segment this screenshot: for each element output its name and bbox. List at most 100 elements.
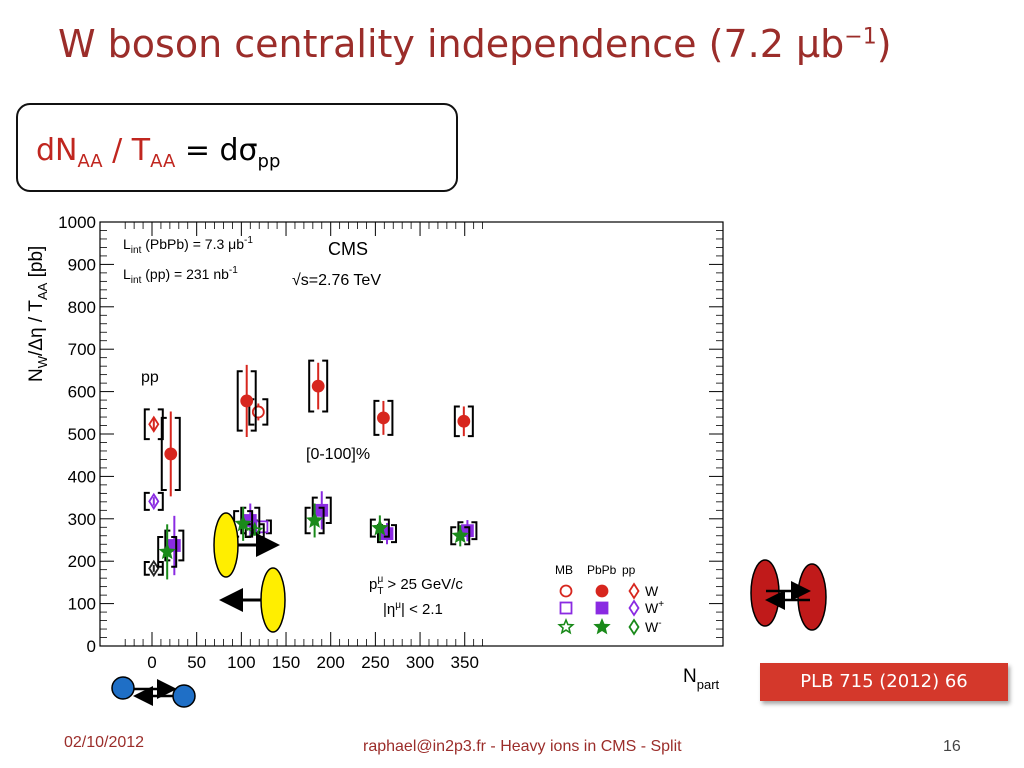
wminus-pp-marker — [628, 618, 640, 636]
syst-bracket — [236, 370, 257, 432]
x-tick-label: 250 — [361, 653, 389, 672]
y-tick-label: 900 — [68, 255, 96, 274]
wminus-pbpb-marker — [593, 617, 611, 635]
x-tick-label: 100 — [227, 653, 255, 672]
legend-row-label: W+ — [645, 599, 664, 616]
formula-slash: / T — [102, 133, 151, 168]
w-pbpb-marker — [311, 379, 325, 393]
syst-bracket — [369, 518, 390, 538]
formula-dn-text: dN — [36, 133, 78, 168]
legend-header-mb: MB — [555, 563, 573, 577]
legend-header-pbpb: PbPb — [587, 563, 617, 577]
legend-row-label: W- — [645, 618, 662, 635]
slide-title-exponent: −1 — [844, 24, 877, 50]
x-axis-title: Npart — [683, 666, 720, 692]
w-pbpb-marker — [457, 414, 471, 428]
w-mb-marker — [559, 584, 573, 598]
w-pbpb-marker — [377, 411, 390, 425]
w-boson-chart: 0 100 200 300 400 500 600 700 800 900 1000 0 50 100 15… — [26, 213, 827, 708]
wplus-pbpb-marker — [380, 527, 394, 541]
formula-box — [16, 103, 458, 192]
y-tick-label: 100 — [68, 595, 96, 614]
y-tick-label: 400 — [68, 467, 96, 486]
syst-bracket — [157, 536, 178, 568]
page-number: 16 — [943, 738, 961, 755]
w-pbpb-marker — [595, 584, 609, 598]
wminus-pbpb-marker — [234, 514, 252, 532]
footer-author: raphael@in2p3.fr - Heavy ions in CMS - S… — [363, 738, 682, 755]
syst-bracket — [160, 416, 181, 491]
energy-label: √s=2.76 TeV — [292, 272, 381, 289]
lumi-pp-label: Lint (pp) = 231 nb-1 — [123, 265, 238, 286]
wminus-pbpb-marker — [371, 518, 389, 536]
pp-label: pp — [141, 369, 159, 386]
y-tick-label: 600 — [68, 383, 96, 402]
wplus-pbpb-marker — [167, 539, 181, 552]
slide-title-end: ) — [876, 22, 892, 66]
wplus-pp-marker — [148, 492, 160, 511]
wminus-mb-marker — [246, 521, 264, 539]
syst-bracket — [143, 491, 164, 511]
x-tick-label: 150 — [272, 653, 300, 672]
pt-cut-label: pTμ > 25 GeV/c — [369, 574, 463, 597]
wminus-pbpb-marker — [306, 511, 324, 528]
y-tick-label: 700 — [68, 340, 96, 359]
cms-label: CMS — [328, 239, 368, 259]
y-tick-label: 800 — [68, 298, 96, 317]
w-pbpb-marker — [164, 447, 178, 461]
w-pp-marker — [148, 415, 160, 433]
y-tick-label: 200 — [68, 552, 96, 571]
w-mb-marker — [251, 405, 265, 419]
syst-bracket — [453, 405, 474, 438]
formula-t-sub: AA — [150, 151, 176, 172]
red-ellipse-right — [797, 563, 827, 631]
w-pp-marker — [628, 582, 640, 600]
blue-ball-left — [111, 676, 135, 700]
syst-bracket — [373, 399, 394, 436]
legend-row-label: W — [645, 583, 659, 599]
formula-eq: = dσ — [175, 133, 258, 168]
syst-bracket — [308, 359, 329, 413]
formula-sigma-sub: pp — [257, 151, 281, 172]
slide-title-text: W boson centrality independence (7.2 μb — [58, 22, 845, 66]
lumi-pbpb-label: Lint (PbPb) = 7.3 μb-1 — [123, 235, 253, 256]
reference-badge: PLB 715 (2012) 66 — [760, 663, 1008, 701]
legend-header-pp: pp — [622, 563, 636, 577]
wminus-mb-marker — [557, 617, 575, 635]
wminus-pbpb-marker — [451, 526, 469, 544]
syst-bracket — [450, 526, 471, 546]
decorations — [111, 512, 827, 708]
syst-bracket — [143, 561, 164, 576]
wplus-pp-marker — [628, 599, 640, 617]
yellow-ellipse-left — [213, 512, 239, 578]
mb-range-label: [0-100]% — [306, 446, 370, 463]
footer-date: 02/10/2012 — [64, 734, 145, 751]
y-tick-label: 500 — [68, 425, 96, 444]
x-tick-label: 0 — [147, 653, 156, 672]
syst-bracket — [304, 506, 325, 535]
x-tick-label: 200 — [317, 653, 345, 672]
yellow-ellipse-right — [260, 567, 286, 633]
y-tick-label: 300 — [68, 510, 96, 529]
blue-ball-right — [172, 684, 196, 708]
reference-text: PLB 715 (2012) 66 — [800, 671, 968, 692]
wplus-pbpb-marker — [315, 503, 329, 517]
formula-dn: dNAA / TAA — [36, 133, 175, 172]
x-tick-label: 350 — [451, 653, 479, 672]
w-pbpb-marker — [240, 394, 254, 408]
formula-dn-sub: AA — [77, 151, 103, 172]
wminus-pp-marker — [148, 559, 160, 578]
plot-frame — [99, 221, 724, 647]
wminus-pbpb-marker — [158, 542, 176, 560]
y-axis-title: NW/Δη / TAA [pb] — [26, 246, 50, 382]
x-tick-label: 50 — [187, 653, 206, 672]
eta-cut-label: |ημ| < 2.1 — [383, 600, 443, 618]
y-tick-label: 0 — [87, 637, 96, 656]
formula: dNAA / TAA = dσpp — [36, 133, 280, 172]
wplus-mb-marker — [559, 601, 573, 615]
red-ellipse-left — [750, 559, 780, 627]
syst-bracket — [143, 408, 164, 441]
x-tick-label: 300 — [406, 653, 434, 672]
wplus-pbpb-marker — [595, 601, 609, 615]
y-tick-label: 1000 — [58, 213, 96, 232]
